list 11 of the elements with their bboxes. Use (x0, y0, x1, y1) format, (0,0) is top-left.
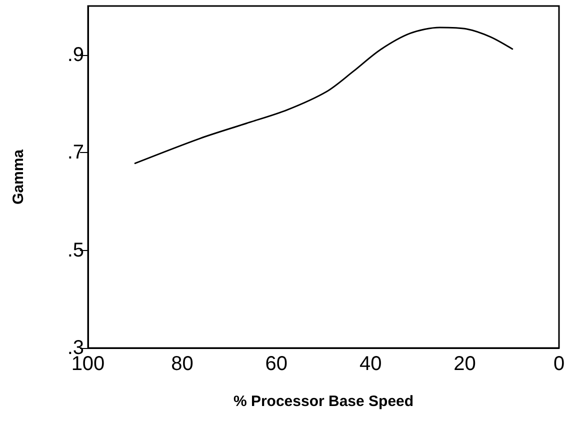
x-tick-label: 80 (171, 353, 194, 375)
y-tick-label: .9 (67, 44, 84, 66)
x-tick-label: 40 (359, 353, 382, 375)
x-axis-title: % Processor Base Speed (233, 393, 414, 410)
line-series (134, 26, 514, 164)
x-tick-label: 60 (265, 353, 288, 375)
x-tick-label: 0 (553, 353, 565, 375)
y-tick-label: .7 (67, 142, 84, 164)
x-tick-label: 20 (454, 353, 476, 375)
y-tick-label: .5 (67, 239, 84, 262)
y-axis-title: Gamma (10, 148, 27, 205)
